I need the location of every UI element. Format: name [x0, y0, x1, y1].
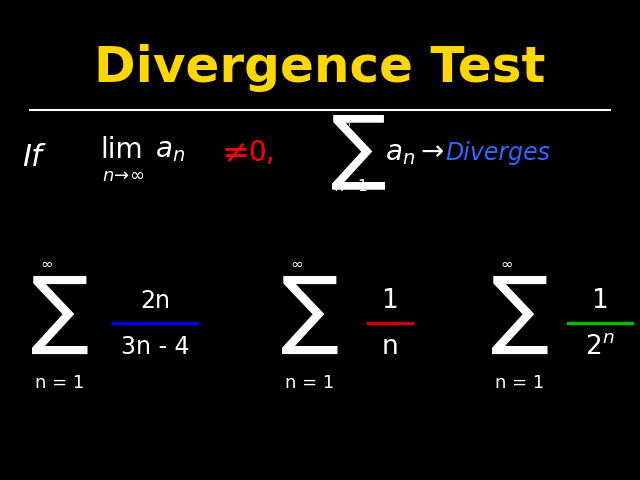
Text: 3n - 4: 3n - 4	[121, 335, 189, 359]
Text: $n\!\to\!\infty$: $n\!\to\!\infty$	[102, 167, 145, 185]
Text: lim: lim	[100, 136, 143, 164]
Text: $a_n \rightarrow$: $a_n \rightarrow$	[385, 139, 444, 167]
Text: n: n	[381, 334, 398, 360]
Text: Diverges: Diverges	[445, 141, 550, 165]
Text: $\infty$: $\infty$	[338, 116, 351, 131]
Text: $\sum$: $\sum$	[30, 274, 88, 356]
Text: $\sum$: $\sum$	[280, 274, 339, 356]
Text: n = 1: n = 1	[285, 374, 334, 392]
Text: 2n: 2n	[140, 289, 170, 313]
Text: $\neq$: $\neq$	[215, 136, 248, 169]
Text: 0,: 0,	[248, 139, 275, 167]
Text: $\sum$: $\sum$	[330, 114, 386, 192]
Text: 1: 1	[381, 288, 398, 314]
Text: n = 1: n = 1	[35, 374, 84, 392]
Text: 1: 1	[591, 288, 609, 314]
Text: n = 1: n = 1	[495, 374, 544, 392]
Text: $\infty$: $\infty$	[290, 255, 303, 271]
Text: $\infty$: $\infty$	[40, 255, 53, 271]
Text: $\infty$: $\infty$	[500, 255, 513, 271]
Text: If: If	[22, 144, 42, 172]
Text: $n\!=\!1$: $n\!=\!1$	[334, 178, 368, 194]
Text: $2^n$: $2^n$	[585, 334, 615, 360]
Text: Divergence Test: Divergence Test	[94, 44, 546, 92]
Text: $a_n$: $a_n$	[155, 136, 185, 164]
Text: $\sum$: $\sum$	[490, 274, 548, 356]
